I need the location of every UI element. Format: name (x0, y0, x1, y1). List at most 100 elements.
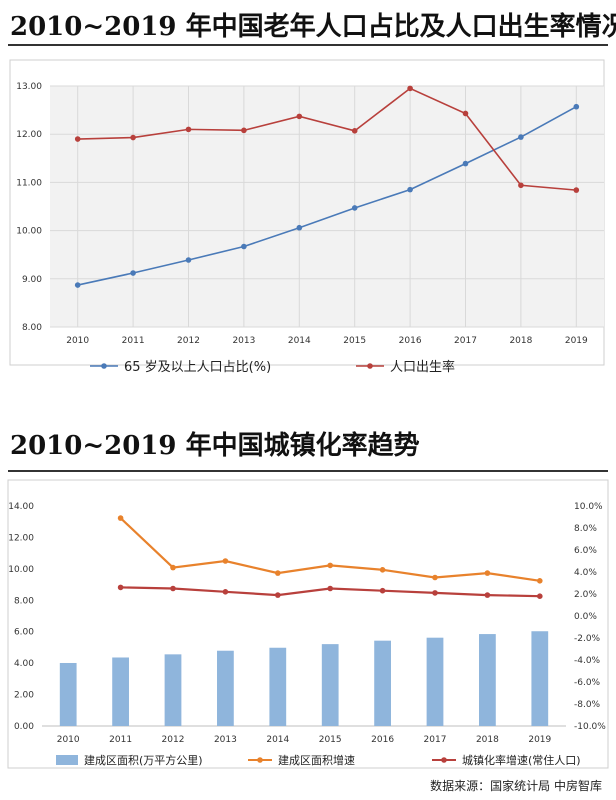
chart2-bar (164, 654, 182, 726)
chart1-x-tick: 2018 (509, 336, 532, 346)
chart2-x-tick: 2018 (476, 735, 499, 745)
chart1-x-tick: 2012 (177, 336, 200, 346)
chart2-x-tick: 2010 (57, 735, 80, 745)
chart2-x-tick: 2012 (162, 735, 185, 745)
chart2-legend-marker-2 (441, 757, 447, 763)
chart2-bar (479, 634, 496, 726)
chart2-point-series-2 (484, 592, 491, 598)
chart2-y-left-tick: 4.00 (14, 659, 34, 669)
chart1-point-series-2 (351, 128, 358, 134)
chart1-point-series-2 (296, 113, 303, 120)
chart1-line-series-2 (77, 87, 577, 191)
chart1-title: 2010~2019 年中国老年人口占比及人口出生率情况 (10, 12, 616, 42)
chart2-y-right-tick: -2.0% (574, 634, 601, 644)
chart2-point-series-1 (432, 574, 438, 581)
chart2-x-tick: 2019 (528, 735, 551, 745)
chart1-point-series-2 (185, 126, 192, 133)
chart2-y-left-tick: 0.00 (14, 722, 34, 732)
chart1-y-tick: 8.00 (22, 323, 42, 333)
chart1-point-series-2 (130, 134, 136, 141)
chart2-point-series-2 (170, 585, 176, 592)
chart2-point-series-2 (327, 585, 334, 592)
chart2-legend-marker-1 (257, 757, 263, 763)
chart2-point-series-1 (222, 558, 229, 564)
chart2-y-right-tick: 2.0% (574, 590, 597, 600)
chart2-point-series-1 (275, 570, 281, 576)
chart2-point-series-1 (170, 564, 176, 571)
chart1-legend-marker-2 (367, 363, 373, 369)
chart2-y-left-tick: 2.00 (14, 691, 34, 701)
chart2-title-rule (8, 470, 608, 472)
chart1-x-tick: 2013 (232, 336, 255, 346)
chart1-y-tick: 13.00 (16, 82, 42, 92)
chart2-y-left-tick: 6.00 (14, 628, 34, 638)
chart2-title: 2010~2019 年中国城镇化率趋势 (10, 431, 420, 461)
chart1-x-tick: 2016 (399, 336, 422, 346)
chart2-x-tick: 2011 (109, 735, 132, 745)
chart1-point-series-2 (462, 110, 469, 117)
chart1-y-tick: 11.00 (16, 178, 42, 188)
chart2-point-series-1 (117, 515, 124, 521)
chart2-y-right-tick: -10.0% (574, 722, 606, 732)
chart2-svg: 0.00 2.00 4.00 6.00 8.00 10.00 12.00 14.00 -10.0… (7, 479, 609, 769)
chart2-bar (217, 650, 234, 726)
chart1-point-series-1 (130, 270, 136, 276)
chart2-x-tick: 2017 (424, 735, 447, 745)
chart1-point-series-2 (518, 182, 524, 189)
chart2-point-series-1 (327, 562, 334, 569)
chart1-point-series-1 (241, 243, 247, 250)
chart2-point-series-1 (537, 578, 543, 584)
chart2-y-right-tick: 10.0% (574, 502, 603, 512)
chart1-point-series-2 (573, 187, 580, 193)
chart2-y-right-tick: 8.0% (574, 524, 597, 534)
chart1-title-rule (8, 44, 608, 46)
chart2-y-right-tick: -6.0% (574, 678, 601, 688)
chart2-point-series-2 (222, 589, 229, 595)
chart1-x-tick: 2015 (343, 336, 366, 346)
chart2-x-tick: 2014 (266, 735, 289, 745)
chart2-y-left-tick: 8.00 (14, 596, 34, 606)
chart2-y-right-tick: -4.0% (574, 656, 601, 666)
chart2-x-tick: 2013 (214, 735, 237, 745)
chart2-bar (374, 640, 391, 726)
chart1-point-series-1 (351, 205, 358, 211)
chart2-point-series-2 (275, 592, 281, 598)
chart1-point-series-1 (74, 282, 81, 288)
chart2-bar (531, 631, 549, 726)
chart1-point-series-1 (518, 134, 524, 140)
data-source: 数据来源：国家统计局 中房智库 (430, 779, 602, 793)
chart2-point-series-2 (117, 584, 124, 591)
chart1-point-series-2 (74, 136, 81, 142)
chart2-x-tick: 2015 (319, 735, 342, 745)
chart2-bar (321, 644, 339, 726)
chart2-legend-label-2: 城镇化率增速(常住人口) (462, 753, 581, 767)
chart1-point-series-1 (185, 257, 192, 263)
chart2-bar (112, 657, 129, 726)
chart2-point-series-2 (379, 587, 386, 594)
chart1-x-tick: 2017 (454, 336, 477, 346)
chart1-x-tick: 2019 (565, 336, 588, 346)
chart1-point-series-1 (462, 160, 469, 167)
chart2-frame (7, 479, 609, 769)
chart1-point-series-1 (296, 224, 303, 231)
chart1-y-tick: 9.00 (22, 275, 42, 285)
chart1-x-tick: 2011 (122, 336, 145, 346)
chart1-point-series-1 (407, 186, 413, 193)
chart2-point-series-2 (432, 590, 438, 596)
chart2-point-series-1 (484, 570, 491, 576)
chart2-legend-swatch-bar (56, 755, 78, 765)
chart1-point-series-2 (241, 127, 247, 134)
chart2-y-right-tick: 6.0% (574, 546, 597, 556)
chart1-legend-marker-1 (101, 363, 107, 369)
chart2-y-right-tick: 4.0% (574, 568, 597, 578)
chart2-y-right-tick: 0.0% (574, 612, 597, 622)
chart2-bar (59, 662, 77, 726)
chart2-bar (269, 647, 287, 726)
chart1-y-tick: 12.00 (16, 130, 42, 140)
chart1-x-tick: 2010 (66, 336, 89, 346)
chart2-y-right-tick: -8.0% (574, 700, 601, 710)
chart1-point-series-1 (573, 103, 580, 110)
chart1-svg: 8.00 9.00 10.00 11.00 12.00 13.00 2010 2011 2012… (9, 59, 605, 375)
chart2-bar (426, 637, 444, 726)
chart1-x-tick: 2014 (288, 336, 311, 346)
